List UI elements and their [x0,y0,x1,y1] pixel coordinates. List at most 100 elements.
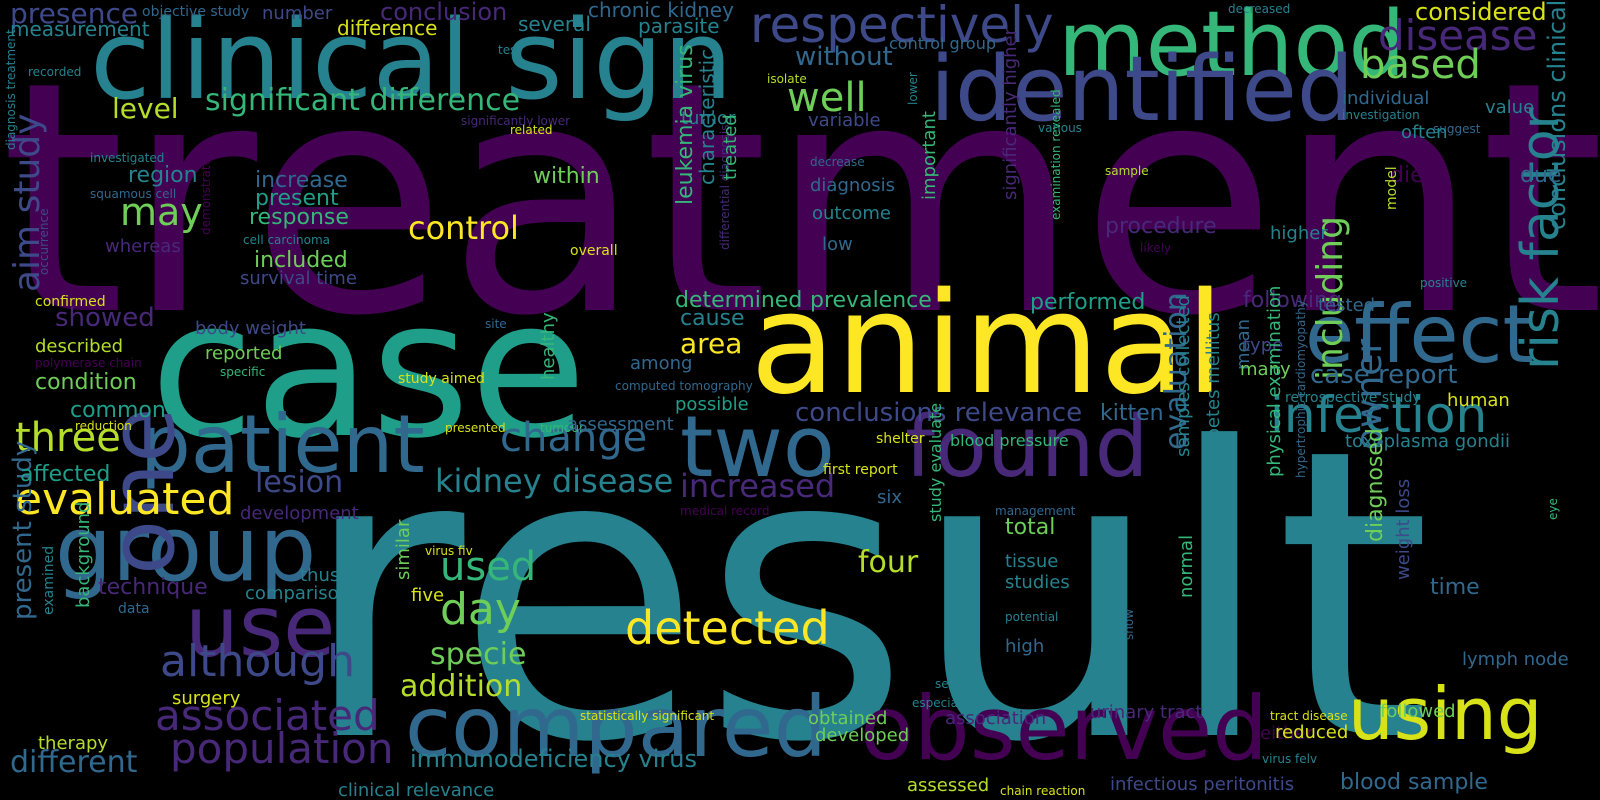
word-prevalence: prevalence [810,288,932,313]
word-kitten: kitten [1100,401,1164,426]
word-detected: detected [625,601,830,655]
word-without: without [795,42,893,72]
word-condition: condition [35,370,137,395]
word-important: important [919,111,940,200]
word-normal: normal [1176,534,1197,598]
word-tested: tested [1318,295,1376,316]
word-use: use [185,578,336,677]
word-demonstrated: demonstrated [199,150,213,235]
word-study-evaluate: study evaluate [926,402,945,522]
word-healthy: healthy [538,312,559,380]
word-present: present [255,186,339,211]
word-specific: specific [220,365,266,379]
word-squamous-cell: squamous cell [90,187,177,201]
word-decrease: decrease [810,155,865,169]
word-significant-difference: significant difference [205,83,521,118]
word-confirmed: confirmed [35,294,106,310]
word-immunodeficiency-virus: immunodeficiency virus [410,745,697,773]
word-virus-felv: virus felv [1262,752,1318,766]
word-isolate: isolate [767,72,807,86]
word-toxoplasma-gondii: toxoplasma gondii [1345,431,1511,452]
word-many: many [1240,359,1291,380]
word-considered: considered [1415,0,1547,26]
word-may: may [120,190,203,234]
word-variable: variable [808,110,881,131]
word-cause: cause [680,306,745,331]
word-procedure: procedure [1105,214,1217,239]
word-number: number [262,3,333,24]
word-population: population [170,724,394,773]
word-increased: increased [680,467,836,505]
word-computed-tomography: computed tomography [615,379,753,393]
word-although: although [160,636,355,687]
word-medical-record: medical record [680,504,770,518]
word-type: type [1243,335,1284,356]
word-outcome: outcome [812,203,891,224]
word-three: three [15,415,121,461]
word-examination-revealed: examination revealed [1049,89,1063,220]
word-potential: potential [1005,610,1059,624]
word-two: two [680,398,835,497]
word-measurement: measurement [10,17,150,41]
word-based: based [1360,42,1481,88]
word-lower: lower [906,72,920,105]
word-control-group: control group [889,34,997,53]
word-effect: effect [1305,288,1534,381]
word-positive: positive [1420,276,1468,290]
word-reported: reported [205,343,283,364]
word-associated: associated [155,691,380,740]
word-four: four [858,545,919,580]
word-technique: technique [98,575,208,600]
word-area: area [680,327,743,360]
word-due: due [1520,163,1562,188]
word-tract-disease: tract disease [1270,709,1348,723]
word-result: result [300,365,1432,800]
word-body-weight: body weight [195,318,306,339]
word-urinary-tract: urinary tract [1090,702,1203,723]
word-respectively: respectively [750,0,1054,54]
word-addition: addition [400,669,523,704]
word-difference: difference [337,16,438,40]
word-often: often [1401,122,1448,143]
word-presented: presented [445,421,506,435]
word-high: high [1005,636,1045,657]
word-overall: overall [570,243,618,259]
word-survival-time: survival time [240,268,357,289]
word-showed: showed [55,303,155,333]
word-characteristic: characteristic [695,48,719,185]
word-data: data [118,601,150,617]
word-site: site [485,317,507,331]
word-pet: pet [727,579,747,593]
word-various: various [1038,121,1082,135]
word-shelter: shelter [876,431,925,447]
word-identified: identified [930,37,1355,142]
word-samples-collected: samples collected [1173,295,1194,457]
word-patient: patient [140,398,425,491]
word-among: among [630,353,693,374]
word-reduction: reduction [75,419,132,433]
word-change: change [500,415,648,461]
word-group: group [55,497,317,602]
word-suggest: suggest [1433,122,1481,136]
word-possible: possible [675,394,749,415]
word-lymph-node: lymph node [1462,649,1569,670]
word-blood-sample: blood sample [1340,770,1488,795]
word-used: used [440,544,537,590]
word-tissue: tissue [1005,551,1059,572]
word-whereas: whereas [105,236,181,257]
word-investigation: investigation [1342,108,1420,122]
word-likely: likely [1140,241,1172,255]
word-lesion: lesion [255,465,344,500]
word-polymerase-chain: polymerase chain [35,356,142,370]
word-investigated: investigated [90,151,165,165]
word-comparison: comparison [245,583,351,604]
word-following: following [1243,288,1342,313]
word-related: related [510,123,553,137]
word-different: different [10,745,138,780]
word-infectious-peritonitis: infectious peritonitis [1110,774,1295,795]
word-parasite: parasite [638,14,720,38]
word-performed: performed [1030,290,1146,315]
word-response: response [249,205,349,230]
word-blood-pressure: blood pressure [950,431,1069,450]
